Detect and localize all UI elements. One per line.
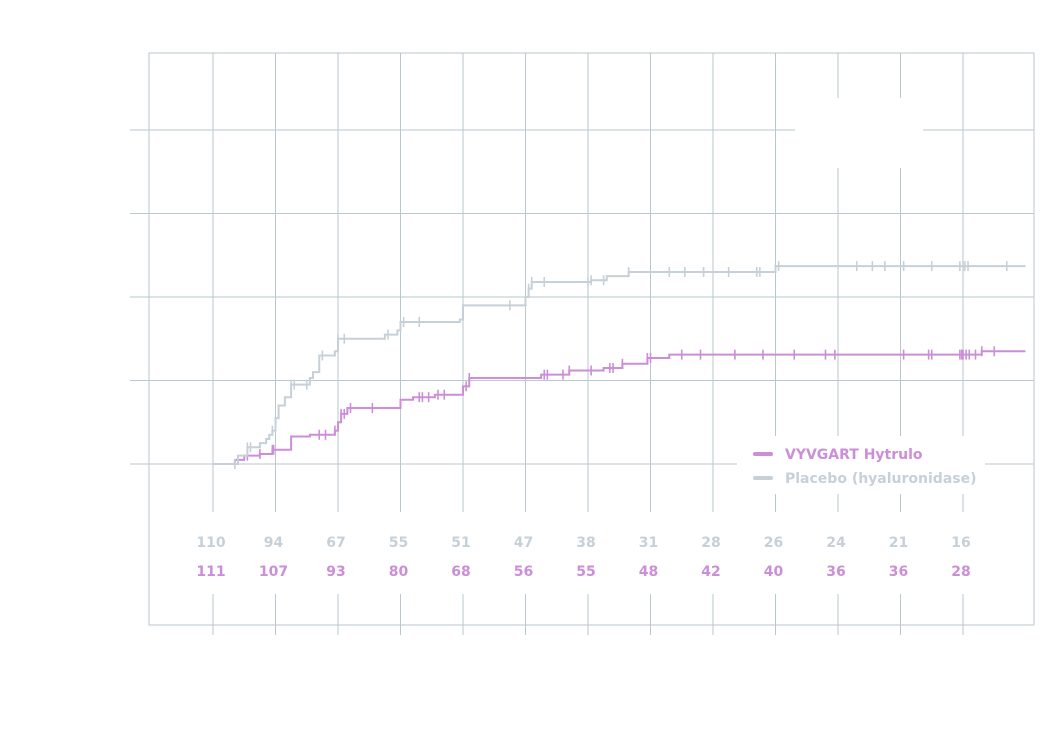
risk-count-placebo: 31 <box>639 535 658 551</box>
risk-count-placebo: 21 <box>889 535 908 551</box>
risk-count-vyvgart: 42 <box>701 564 720 580</box>
legend-label-placebo: Placebo (hyaluronidase) <box>785 471 977 487</box>
risk-count-placebo: 55 <box>389 535 408 551</box>
risk-count-vyvgart: 55 <box>576 564 595 580</box>
legend-label-vyvgart: VYVGART Hytrulo <box>785 447 923 463</box>
risk-count-vyvgart: 48 <box>639 564 658 580</box>
risk-count-vyvgart: 80 <box>389 564 409 580</box>
top-right-mask <box>795 98 923 168</box>
risk-count-placebo: 47 <box>514 535 533 551</box>
risk-count-placebo: 28 <box>701 535 720 551</box>
risk-table-mask <box>150 512 1033 594</box>
risk-count-vyvgart: 107 <box>259 564 288 580</box>
risk-count-vyvgart: 36 <box>889 564 908 580</box>
risk-count-vyvgart: 36 <box>826 564 845 580</box>
numbers-at-risk: 110 94 67 55 51 47 38 31 28 26 24 21 16 111 107 93 80 68 5… <box>196 535 970 580</box>
legend: VYVGART Hytrulo Placebo (hyaluronidase) <box>753 447 977 487</box>
risk-count-placebo: 16 <box>951 535 970 551</box>
risk-count-vyvgart: 28 <box>951 564 970 580</box>
risk-count-placebo: 94 <box>264 535 284 551</box>
risk-count-placebo: 26 <box>764 535 783 551</box>
risk-count-placebo: 24 <box>826 535 846 551</box>
risk-count-placebo: 38 <box>576 535 595 551</box>
risk-count-vyvgart: 40 <box>764 564 784 580</box>
risk-count-placebo: 67 <box>326 535 345 551</box>
risk-count-vyvgart: 68 <box>451 564 470 580</box>
series-vyvgart <box>213 346 1026 465</box>
series-layer <box>213 261 1026 469</box>
risk-count-vyvgart: 111 <box>196 564 225 580</box>
plot-frame <box>148 52 1035 626</box>
legend-mask <box>737 436 985 494</box>
risk-count-vyvgart: 93 <box>326 564 345 580</box>
risk-count-vyvgart: 56 <box>514 564 533 580</box>
risk-count-placebo: 110 <box>196 535 225 551</box>
risk-count-placebo: 51 <box>451 535 470 551</box>
series-placebo <box>213 261 1026 469</box>
